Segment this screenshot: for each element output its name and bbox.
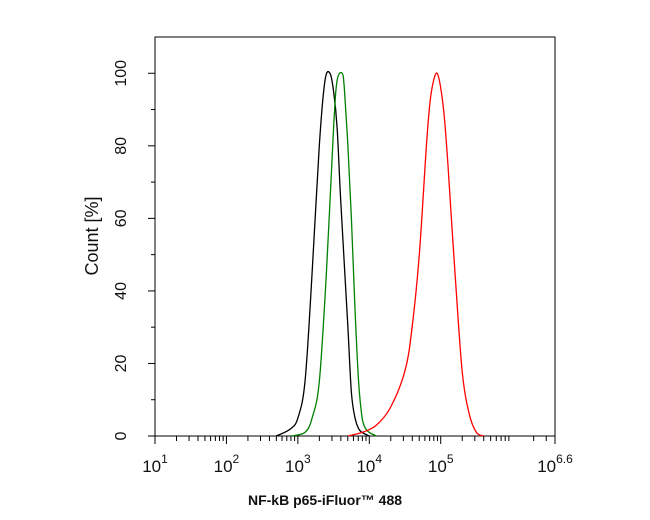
y-tick-label-1: 20 (113, 354, 130, 372)
x-axis-label: NF-kB p65-iFluor™ 488 (248, 492, 402, 508)
x-tick-label-1: 102 (214, 452, 240, 476)
x-tick-label-0: 101 (142, 452, 168, 476)
x-tick-label-5: 106.6 (537, 452, 573, 476)
y-axis-label: Count [%] (82, 196, 102, 275)
x-tick-label-4: 105 (428, 452, 454, 476)
y-tick-label-5: 100 (113, 60, 130, 87)
x-tick-label-3: 104 (356, 452, 382, 476)
x-tick-label-2: 103 (285, 452, 311, 476)
plot-frame (154, 36, 556, 437)
y-tick-label-3: 60 (113, 209, 130, 227)
series-layer (276, 70, 484, 437)
y-tick-label-4: 80 (113, 137, 130, 155)
series-line-2 (347, 72, 484, 437)
y-tick-label-0: 0 (113, 431, 130, 440)
series-line-1 (290, 72, 377, 437)
y-tick-label-2: 40 (113, 282, 130, 300)
x-axis-ticks: 101 102 103 104 105 106.6 (142, 436, 573, 476)
series-line-0 (276, 70, 370, 437)
y-axis-ticks: 0 20 40 60 80 100 (113, 60, 155, 440)
